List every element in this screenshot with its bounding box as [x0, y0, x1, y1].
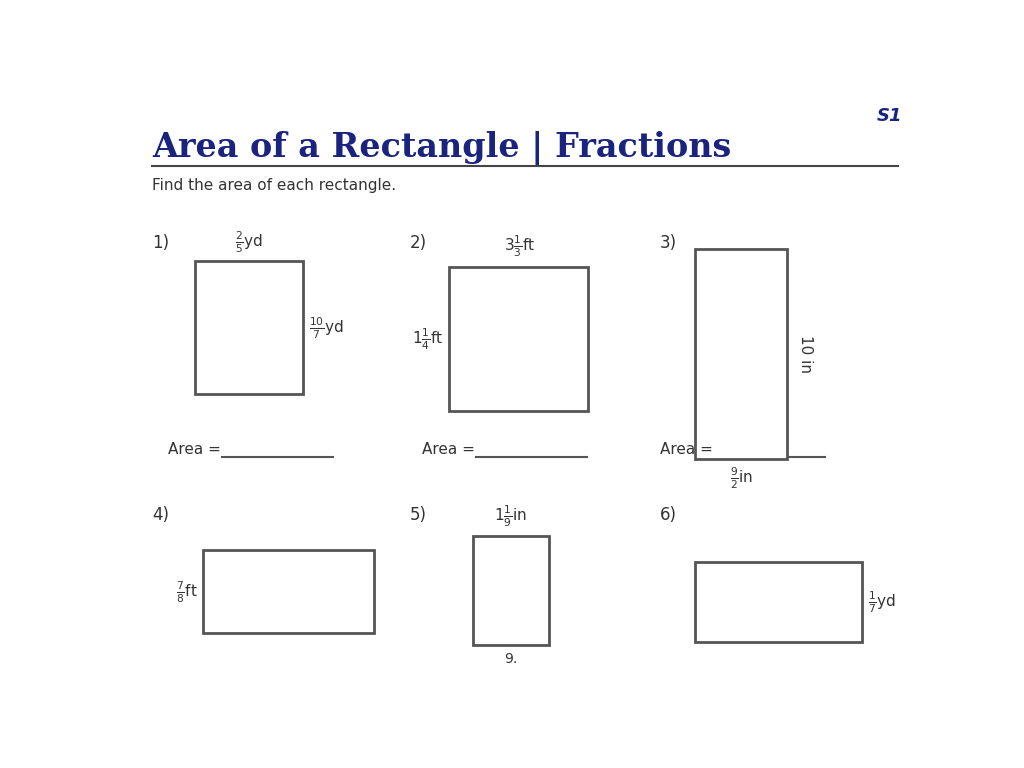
Text: Area =: Area =: [422, 442, 479, 458]
Text: $1\frac{1}{9}$in: $1\frac{1}{9}$in: [494, 503, 527, 528]
Text: 4): 4): [152, 506, 169, 524]
Text: $\frac{9}{2}$in: $\frac{9}{2}$in: [729, 466, 753, 492]
Text: 9.: 9.: [504, 652, 517, 666]
Text: $\frac{7}{8}$ft: $\frac{7}{8}$ft: [176, 579, 198, 604]
Text: $\frac{2}{5}$yd: $\frac{2}{5}$yd: [234, 229, 263, 255]
Text: Area of a Rectangle | Fractions: Area of a Rectangle | Fractions: [152, 131, 731, 164]
Bar: [196, 260, 303, 394]
Text: Area =: Area =: [168, 442, 225, 458]
Bar: [473, 536, 549, 645]
Text: $3\frac{1}{3}$ft: $3\frac{1}{3}$ft: [504, 233, 535, 259]
Text: 1): 1): [152, 234, 169, 252]
Text: $\frac{10}{7}$yd: $\frac{10}{7}$yd: [309, 316, 344, 342]
Bar: [450, 266, 588, 412]
Text: 5): 5): [410, 506, 427, 524]
Text: Find the area of each rectangle.: Find the area of each rectangle.: [152, 178, 396, 193]
Text: S1: S1: [877, 107, 902, 125]
Text: 6): 6): [659, 506, 677, 524]
Text: 3): 3): [659, 234, 677, 252]
Text: 2): 2): [410, 234, 427, 252]
Bar: [695, 249, 786, 458]
Bar: [695, 562, 862, 642]
Text: Area =: Area =: [659, 442, 718, 458]
Text: $\frac{1}{7}$yd: $\frac{1}{7}$yd: [867, 589, 896, 614]
Text: $1\frac{1}{4}$ft: $1\frac{1}{4}$ft: [413, 326, 443, 353]
Bar: [204, 551, 374, 634]
Text: 10 in: 10 in: [799, 335, 813, 373]
